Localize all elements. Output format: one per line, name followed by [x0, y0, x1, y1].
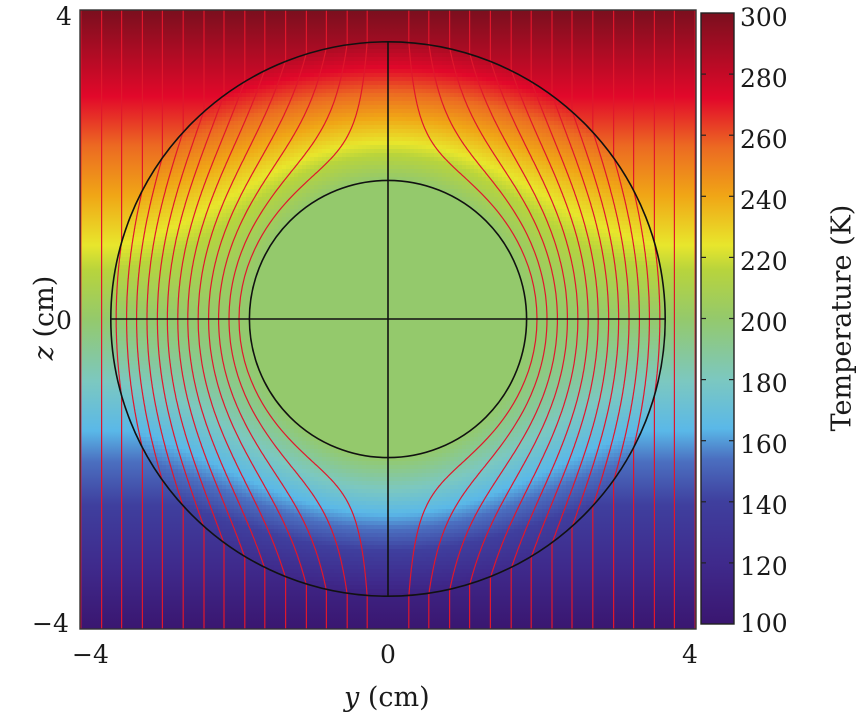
colorbar	[701, 13, 734, 624]
colorbar-tick-300: 300	[740, 5, 788, 30]
y-axis-unit: (cm)	[29, 276, 60, 338]
x-axis-title: y (cm)	[344, 684, 430, 711]
y-tick-top: 4	[56, 4, 72, 29]
colorbar-tick-180: 180	[740, 371, 788, 396]
colorbar-tick-120: 120	[740, 554, 788, 579]
colorbar-tick-140: 140	[740, 493, 788, 518]
colorbar-title: Temperature (K)	[829, 205, 856, 432]
colorbar-tick-220: 220	[740, 249, 788, 274]
colorbar-tick-160: 160	[740, 432, 788, 457]
x-tick-right: 4	[682, 642, 698, 667]
colorbar-tick-260: 260	[740, 127, 788, 152]
x-axis-variable: y	[344, 682, 359, 713]
colorbar-tick-240: 240	[740, 188, 788, 213]
colorbar-tick-100: 100	[740, 611, 788, 636]
x-tick-left: −4	[72, 642, 109, 667]
x-axis-unit: (cm)	[368, 682, 430, 713]
colorbar-tick-200: 200	[740, 310, 788, 335]
y-axis-variable: z	[29, 346, 60, 360]
x-tick-middle: 0	[380, 642, 396, 667]
y-axis-title: z (cm)	[31, 276, 58, 361]
plot-area	[80, 10, 696, 630]
colorbar-tick-280: 280	[740, 66, 788, 91]
y-tick-bottom: −4	[32, 611, 69, 636]
